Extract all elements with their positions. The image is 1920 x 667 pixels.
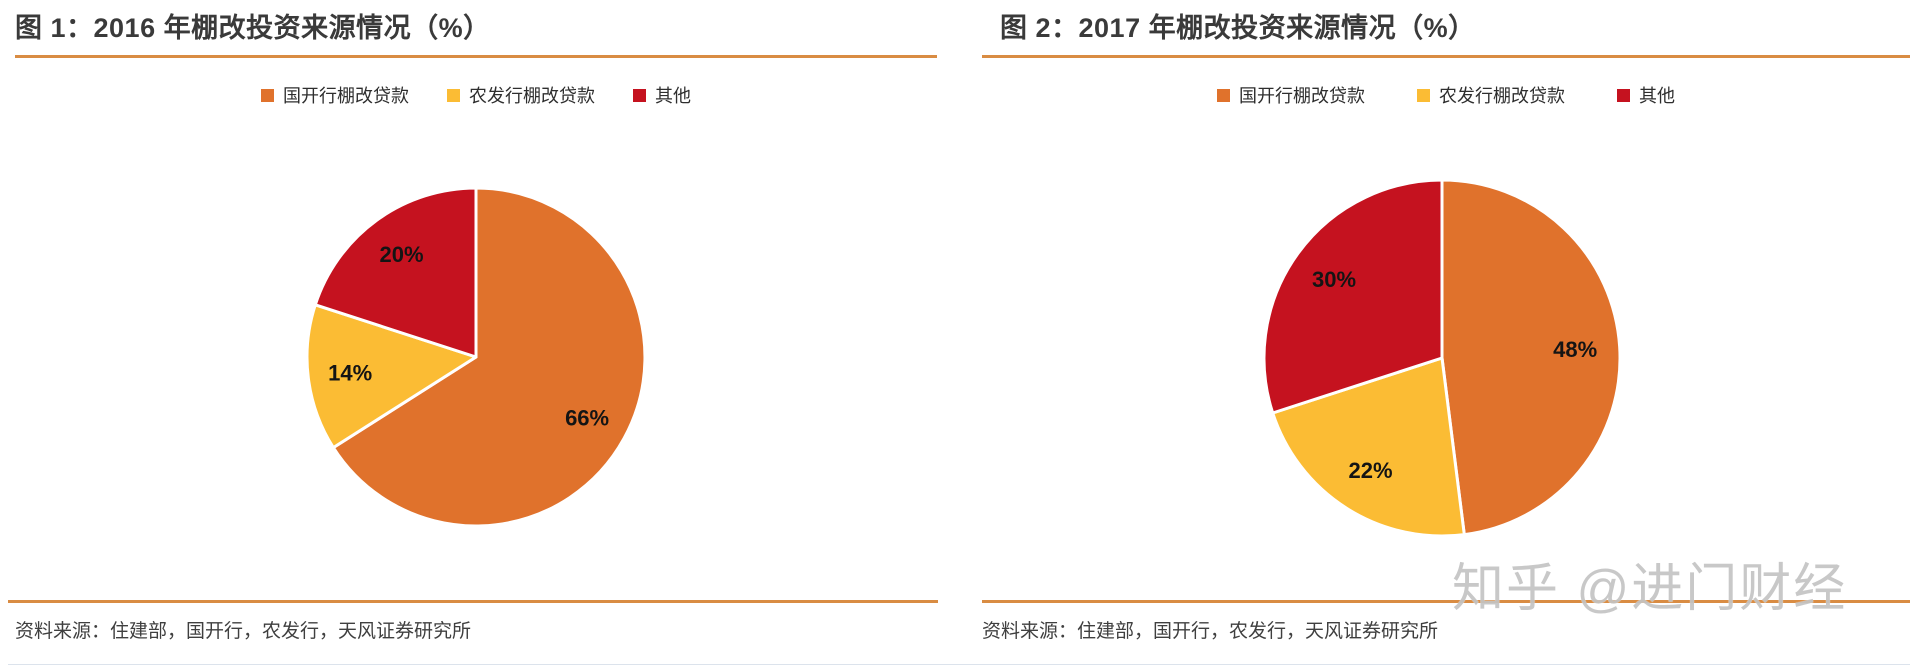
chart2-title-divider (982, 55, 1910, 58)
chart2-footer-divider (982, 600, 1910, 603)
pie-data-label: 22% (1348, 458, 1392, 483)
legend-item: 农发行棚改贷款 (1417, 82, 1565, 108)
chart2-title: 图 2：2017 年棚改投资来源情况（%） (1000, 13, 1476, 43)
pie-data-label: 48% (1553, 337, 1597, 362)
zhihu-watermark: 知乎 @进门财经 (1452, 560, 1848, 618)
legend-swatch-icon (1217, 88, 1230, 102)
chart2-source-note: 资料来源：住建部，国开行，农发行，天风证券研究所 (982, 621, 1439, 642)
legend-swatch-icon (447, 88, 460, 102)
legend-swatch-icon (1417, 88, 1430, 102)
legend-label: 农发行棚改贷款 (469, 86, 595, 106)
chart1-legend: 国开行棚改贷款 农发行棚改贷款 其他 (15, 80, 937, 110)
pie-slice-0 (331, 186, 647, 528)
legend-swatch-icon (1617, 88, 1630, 102)
pie-slice-2 (1262, 178, 1444, 415)
legend-item: 国开行棚改贷款 (261, 82, 409, 108)
pie-chart-2016: 66% 14% 20% (305, 186, 647, 528)
legend-swatch-icon (261, 88, 274, 102)
legend-item: 其他 (1617, 82, 1675, 108)
pie-slice-1 (305, 303, 478, 450)
legend-label: 国开行棚改贷款 (1239, 86, 1365, 106)
chart1-title-divider (15, 55, 937, 58)
pie-data-label: 30% (1312, 267, 1356, 292)
legend-label: 其他 (1639, 86, 1675, 106)
pie-data-label: 14% (328, 360, 372, 385)
legend-item: 其他 (633, 82, 691, 108)
pie-data-label: 20% (379, 242, 423, 267)
pie-slice-0 (1440, 178, 1622, 537)
chart2-legend: 国开行棚改贷款 农发行棚改贷款 其他 (982, 80, 1910, 110)
chart1-source-note: 资料来源：住建部，国开行，农发行，天风证券研究所 (15, 621, 472, 642)
pie-chart-2017: 48% 22% 30% (1262, 178, 1622, 538)
chart1-title: 图 1：2016 年棚改投资来源情况（%） (15, 13, 491, 43)
legend-item: 农发行棚改贷款 (447, 82, 595, 108)
legend-label: 国开行棚改贷款 (283, 86, 409, 106)
legend-label: 农发行棚改贷款 (1439, 86, 1565, 106)
chart1-footer-divider (8, 600, 938, 603)
page-bottom-hairline (8, 664, 1910, 665)
pie-slice-2 (313, 186, 478, 359)
pie-data-label: 66% (565, 406, 609, 431)
pie-slice-1 (1271, 356, 1466, 538)
legend-swatch-icon (633, 88, 646, 102)
legend-label: 其他 (655, 86, 691, 106)
legend-item: 国开行棚改贷款 (1217, 82, 1365, 108)
